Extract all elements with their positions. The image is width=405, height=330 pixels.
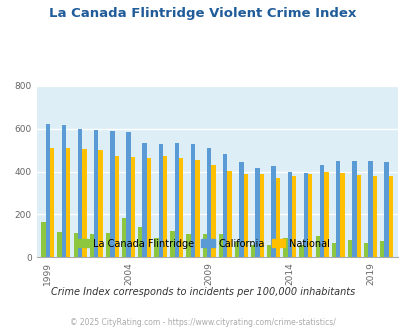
Bar bbox=[351, 161, 356, 257]
Bar bbox=[142, 143, 147, 257]
Bar bbox=[384, 162, 388, 257]
Bar bbox=[218, 234, 223, 257]
Bar bbox=[319, 165, 324, 257]
Bar bbox=[138, 227, 142, 257]
Bar bbox=[347, 240, 351, 257]
Bar bbox=[202, 234, 207, 257]
Bar bbox=[57, 232, 62, 257]
Bar bbox=[307, 174, 312, 257]
Bar bbox=[186, 234, 190, 257]
Bar bbox=[207, 148, 211, 257]
Bar bbox=[190, 144, 195, 257]
Bar bbox=[90, 234, 94, 257]
Bar bbox=[363, 244, 367, 257]
Text: Crime Index corresponds to incidents per 100,000 inhabitants: Crime Index corresponds to incidents per… bbox=[51, 287, 354, 297]
Bar bbox=[147, 158, 151, 257]
Bar bbox=[195, 160, 199, 257]
Bar bbox=[388, 176, 392, 257]
Bar bbox=[126, 132, 130, 257]
Bar bbox=[162, 155, 167, 257]
Bar bbox=[243, 174, 247, 257]
Bar bbox=[158, 144, 162, 257]
Bar bbox=[303, 173, 307, 257]
Bar bbox=[271, 166, 275, 257]
Bar bbox=[50, 148, 54, 257]
Bar bbox=[154, 238, 158, 257]
Bar bbox=[356, 175, 360, 257]
Bar bbox=[255, 168, 259, 257]
Bar bbox=[331, 244, 335, 257]
Bar bbox=[211, 165, 215, 257]
Bar bbox=[315, 236, 319, 257]
Bar bbox=[41, 222, 45, 257]
Bar bbox=[78, 129, 82, 257]
Bar bbox=[94, 130, 98, 257]
Bar bbox=[259, 174, 263, 257]
Bar bbox=[335, 161, 339, 257]
Bar bbox=[250, 245, 255, 257]
Bar bbox=[227, 171, 231, 257]
Bar bbox=[98, 150, 102, 257]
Bar bbox=[298, 245, 303, 257]
Bar bbox=[372, 176, 376, 257]
Bar bbox=[179, 158, 183, 257]
Bar bbox=[174, 143, 179, 257]
Bar bbox=[367, 161, 372, 257]
Bar bbox=[239, 162, 243, 257]
Bar bbox=[339, 173, 344, 257]
Bar bbox=[283, 238, 287, 257]
Bar bbox=[62, 125, 66, 257]
Bar bbox=[106, 233, 110, 257]
Bar bbox=[82, 149, 86, 257]
Bar bbox=[122, 218, 126, 257]
Bar bbox=[266, 245, 271, 257]
Bar bbox=[66, 148, 70, 257]
Text: La Canada Flintridge Violent Crime Index: La Canada Flintridge Violent Crime Index bbox=[49, 7, 356, 19]
Bar bbox=[110, 131, 114, 257]
Bar bbox=[287, 172, 291, 257]
Bar bbox=[73, 233, 78, 257]
Bar bbox=[324, 172, 328, 257]
Text: © 2025 CityRating.com - https://www.cityrating.com/crime-statistics/: © 2025 CityRating.com - https://www.city… bbox=[70, 318, 335, 327]
Bar bbox=[223, 154, 227, 257]
Legend: La Canada Flintridge, California, National: La Canada Flintridge, California, Nation… bbox=[72, 235, 333, 252]
Bar bbox=[291, 176, 296, 257]
Bar bbox=[130, 157, 135, 257]
Bar bbox=[379, 241, 384, 257]
Bar bbox=[234, 242, 239, 257]
Bar bbox=[45, 124, 50, 257]
Bar bbox=[114, 155, 119, 257]
Bar bbox=[170, 231, 174, 257]
Bar bbox=[275, 178, 279, 257]
